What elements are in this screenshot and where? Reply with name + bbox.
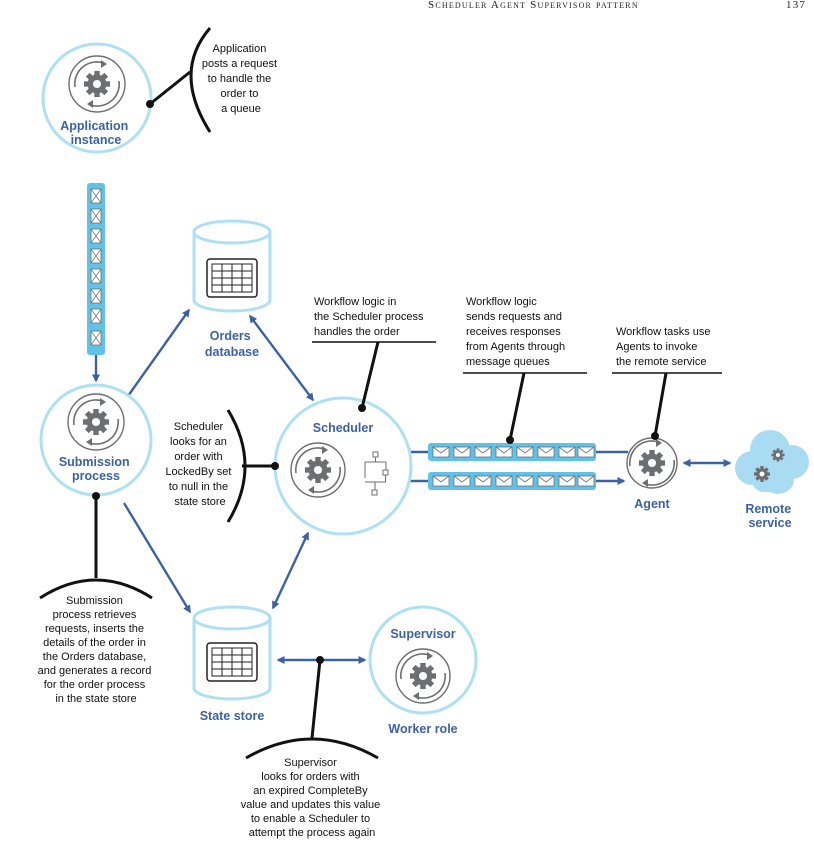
callout-workflow-messages: Workflow logic sends requests and receiv… [463,296,587,444]
request-queue [428,472,596,490]
orders-database-label: Orders database [205,329,259,359]
callout-app-posts: Application posts a request to handle th… [146,27,280,133]
workflow-icon [364,451,389,496]
orders-database-node: Orders database [192,219,272,359]
scheduler-label: Scheduler [313,421,374,435]
page-header-title: Scheduler Agent Supervisor pattern [428,0,639,11]
callout-scheduler-looks-text: Scheduler looks for an order with Locked… [165,421,234,508]
arrow-submission-to-orders [127,308,190,397]
state-store-node: State store [192,605,272,723]
callout-scheduler-looks: Scheduler looks for an order with Locked… [165,409,279,523]
response-queue [428,443,596,461]
page-number: 137 [786,0,806,11]
database-table-icon [206,642,258,682]
worker-role-label: Worker role [388,722,457,736]
scheduler-node: Scheduler [273,396,413,536]
database-table-icon [206,258,258,298]
supervisor-node: Supervisor Worker role [368,605,478,736]
arrow-submission-to-statestore [122,502,192,614]
callout-supervisor-looks: Supervisor looks for orders with an expi… [241,656,384,839]
callout-submission-retrieves-text: Submission process retrieves requests, i… [38,595,155,705]
app-message-queue [87,183,105,355]
supervisor-label: Supervisor [390,627,455,641]
arrow-orders-scheduler [249,314,314,402]
remote-service-node: Remote service [735,430,809,530]
gear-icon [754,466,770,482]
arrow-statestore-scheduler [271,531,310,610]
submission-process-label: Submission process [59,455,133,483]
application-instance-label: Application instance [60,119,132,147]
callout-workflow-messages-text: Workflow logic sends requests and receiv… [466,296,568,368]
callout-supervisor-looks-text: Supervisor looks for orders with an expi… [241,757,384,839]
agent-node: Agent [626,437,678,511]
callout-workflow-tasks: Workflow tasks use Agents to invoke the … [612,326,722,440]
gear-icon [771,448,785,462]
submission-process-node: Submission process [39,383,153,497]
remote-service-label: Remote service [745,502,794,530]
callout-app-posts-text: Application posts a request to handle th… [202,43,280,115]
application-instance-node: Application instance [41,42,153,154]
callout-workflow-tasks-text: Workflow tasks use Agents to invoke the … [616,326,714,368]
state-store-label: State store [200,709,265,723]
agent-label: Agent [634,497,670,511]
callout-submission-retrieves: Submission process retrieves requests, i… [38,492,155,705]
callout-workflow-scheduler-text: Workflow logic in the Scheduler process … [314,296,427,338]
callout-workflow-scheduler: Workflow logic in the Scheduler process … [312,296,436,412]
cloud-icon [735,430,809,494]
